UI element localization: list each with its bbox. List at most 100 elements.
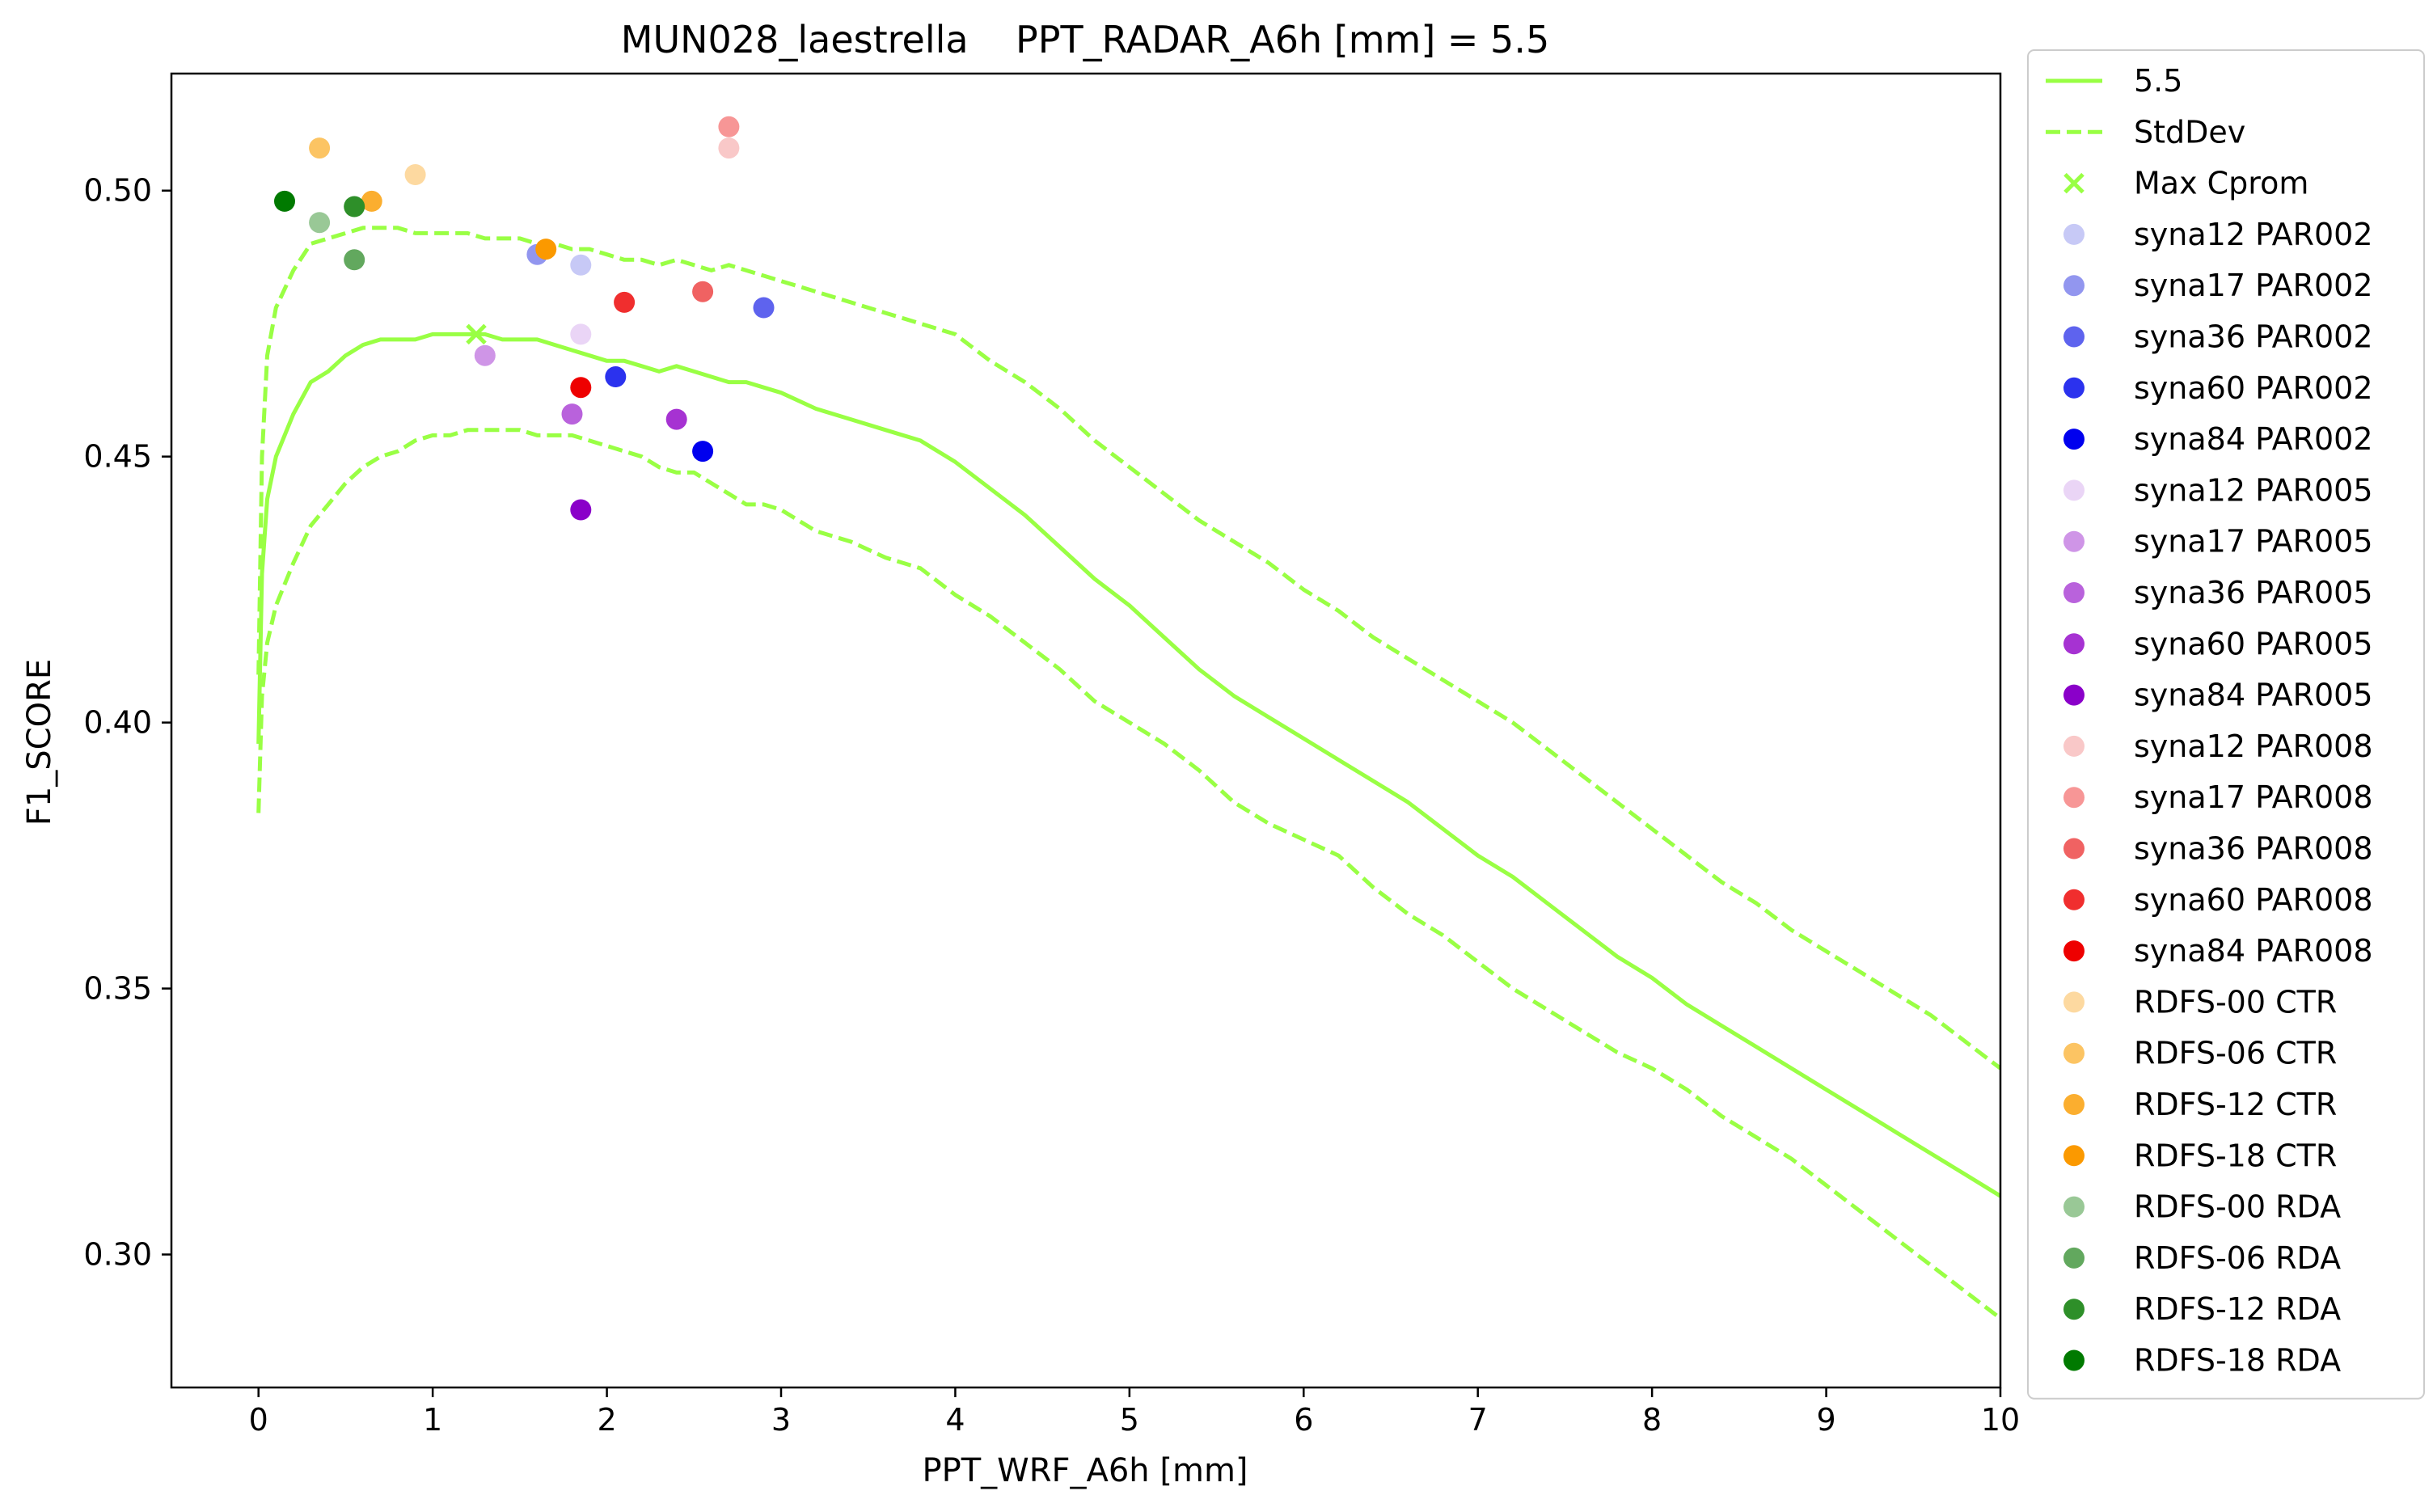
point-3 xyxy=(605,366,627,387)
legend-swatch-8 xyxy=(2063,479,2085,501)
point-18 xyxy=(535,239,557,260)
point-15 xyxy=(404,164,426,185)
legend-label-20: RDFS-12 CTR xyxy=(2134,1087,2337,1122)
x-axis: 0 1 2 3 4 5 6 7 8 9 10 xyxy=(249,1387,2020,1438)
point-20 xyxy=(344,249,365,271)
legend-label-19: RDFS-06 CTR xyxy=(2134,1036,2337,1071)
y-tick-label-1: 0.35 xyxy=(83,971,152,1007)
legend-label-23: RDFS-06 RDA xyxy=(2134,1240,2341,1276)
point-7 xyxy=(561,403,583,425)
legend-swatch-5 xyxy=(2063,326,2085,348)
legend-label-21: RDFS-18 CTR xyxy=(2134,1138,2337,1173)
legend-frame xyxy=(2027,49,2425,1400)
legend-label-12: syna84 PAR005 xyxy=(2134,678,2373,713)
legend-label-3: syna12 PAR002 xyxy=(2134,217,2373,252)
series-line-0 xyxy=(256,332,2000,1198)
point-12 xyxy=(692,281,714,302)
legend-label-0: 5.5 xyxy=(2134,63,2182,99)
y-axis: 0.30 0.35 0.40 0.45 0.50 xyxy=(83,173,171,1273)
legend-swatch-22 xyxy=(2063,1196,2085,1218)
point-17 xyxy=(361,190,382,212)
point-6 xyxy=(474,344,496,366)
x-axis-label: PPT_WRF_A6h [mm] xyxy=(922,1452,1248,1489)
point-4 xyxy=(692,441,714,462)
legend-swatch-17 xyxy=(2063,940,2085,962)
point-22 xyxy=(274,190,295,212)
x-tick-label-2: 2 xyxy=(597,1402,616,1438)
x-tick-label-6: 6 xyxy=(1294,1402,1313,1438)
point-11 xyxy=(718,116,740,137)
legend-swatch-11 xyxy=(2063,633,2085,655)
point-5 xyxy=(570,323,592,345)
point-10 xyxy=(718,137,740,159)
chart-title: MUN028_laestrella PPT_RADAR_A6h [mm] = 5… xyxy=(621,18,1549,61)
x-tick-label-7: 7 xyxy=(1468,1402,1488,1438)
legend-swatch-19 xyxy=(2063,1042,2085,1064)
plot-lines xyxy=(256,226,2000,1320)
x-tick-label-1: 1 xyxy=(423,1402,442,1438)
legend-label-22: RDFS-00 RDA xyxy=(2134,1189,2341,1225)
max-marker xyxy=(466,323,487,345)
legend-swatch-4 xyxy=(2063,275,2085,297)
point-16 xyxy=(309,137,331,159)
legend-swatch-12 xyxy=(2063,684,2085,706)
legend-label-24: RDFS-12 RDA xyxy=(2134,1291,2341,1327)
legend-label-9: syna17 PAR005 xyxy=(2134,524,2373,560)
legend-swatch-15 xyxy=(2063,838,2085,859)
point-21 xyxy=(344,196,365,218)
y-tick-label-2: 0.40 xyxy=(83,705,152,741)
legend-swatch-21 xyxy=(2063,1145,2085,1167)
legend-label-16: syna60 PAR008 xyxy=(2134,882,2373,918)
x-tick-label-4: 4 xyxy=(945,1402,965,1438)
legend-label-2: Max Cprom xyxy=(2134,166,2308,201)
legend-swatch-23 xyxy=(2063,1247,2085,1269)
y-tick-label-0: 0.30 xyxy=(83,1237,152,1273)
x-tick-label-5: 5 xyxy=(1120,1402,1139,1438)
legend-swatch-18 xyxy=(2063,991,2085,1013)
legend-label-7: syna84 PAR002 xyxy=(2134,421,2373,457)
point-13 xyxy=(614,291,636,313)
series-line-2 xyxy=(256,428,2000,1320)
y-tick-label-4: 0.50 xyxy=(83,173,152,209)
legend-swatch-3 xyxy=(2063,223,2085,245)
x-tick-label-9: 9 xyxy=(1816,1402,1835,1438)
legend-label-14: syna17 PAR008 xyxy=(2134,779,2373,815)
legend-label-11: syna60 PAR005 xyxy=(2134,626,2373,661)
legend: 5.5 StdDev Max Cprom syna12 PAR002 syna17 PA… xyxy=(2027,49,2425,1400)
legend-swatch-14 xyxy=(2063,787,2085,809)
legend-label-10: syna36 PAR005 xyxy=(2134,575,2373,610)
legend-swatch-10 xyxy=(2063,582,2085,603)
legend-label-17: syna84 PAR008 xyxy=(2134,933,2373,969)
legend-label-18: RDFS-00 CTR xyxy=(2134,984,2337,1020)
point-8 xyxy=(665,408,687,430)
legend-label-5: syna36 PAR002 xyxy=(2134,319,2373,355)
y-tick-label-3: 0.45 xyxy=(83,439,152,475)
point-2 xyxy=(753,297,775,319)
legend-label-4: syna17 PAR002 xyxy=(2134,268,2373,303)
legend-label-6: syna60 PAR002 xyxy=(2134,370,2373,406)
point-0 xyxy=(570,254,592,276)
legend-swatch-24 xyxy=(2063,1299,2085,1320)
legend-swatch-16 xyxy=(2063,889,2085,910)
series-line-1 xyxy=(256,226,2000,1071)
legend-swatch-2 xyxy=(2063,172,2085,194)
legend-swatch-6 xyxy=(2063,377,2085,399)
legend-swatch-9 xyxy=(2063,530,2085,552)
legend-swatch-25 xyxy=(2063,1349,2085,1371)
plot-points xyxy=(274,116,775,521)
legend-label-8: syna12 PAR005 xyxy=(2134,472,2373,508)
legend-label-25: RDFS-18 RDA xyxy=(2134,1343,2341,1379)
plot-frame xyxy=(170,72,2002,1389)
legend-label-15: syna36 PAR008 xyxy=(2134,831,2373,867)
x-tick-label-3: 3 xyxy=(771,1402,791,1438)
legend-label-1: StdDev xyxy=(2134,114,2245,150)
legend-label-13: syna12 PAR008 xyxy=(2134,729,2373,764)
legend-swatch-20 xyxy=(2063,1094,2085,1115)
x-tick-label-10: 10 xyxy=(1981,1402,2020,1438)
point-9 xyxy=(570,499,592,521)
point-19 xyxy=(309,212,331,234)
x-tick-label-8: 8 xyxy=(1642,1402,1662,1438)
y-axis-label: F1_SCORE xyxy=(21,659,58,826)
legend-swatch-7 xyxy=(2063,429,2085,450)
